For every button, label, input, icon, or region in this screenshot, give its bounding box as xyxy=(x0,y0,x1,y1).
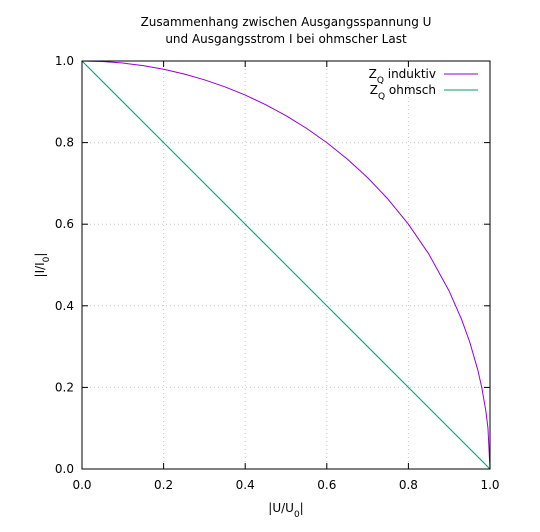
y-tick-label: 0.2 xyxy=(55,380,74,394)
series-layer xyxy=(81,60,491,470)
series-line-ohmsch xyxy=(81,60,491,470)
y-axis-label: |I/I0| xyxy=(33,253,52,278)
y-tick-label: 0.8 xyxy=(55,136,74,150)
x-axis-label: |U/U0| xyxy=(268,501,303,520)
series-line-induktiv xyxy=(81,60,491,470)
chart-title-line-1: Zusammenhang zwischen Ausgangsspannung U xyxy=(141,15,432,29)
axis-ticks: 0.0 0.2 0.4 0.6 0.8 1.0 0.0 0.2 0.4 0.6 0.8 1.0 xyxy=(55,54,500,492)
y-tick-label: 0.4 xyxy=(55,299,74,313)
plot-frame xyxy=(81,60,491,470)
x-tick-label: 0.2 xyxy=(154,478,173,492)
y-tick-label: 1.0 xyxy=(55,54,74,68)
y-tick-label: 0.0 xyxy=(55,462,74,476)
grid xyxy=(82,61,490,469)
y-tick-label: 0.6 xyxy=(55,217,74,231)
x-tick-label: 1.0 xyxy=(480,478,499,492)
x-tick-label: 0.4 xyxy=(236,478,255,492)
legend-label: ZQ induktiv xyxy=(369,67,436,86)
chart-title: Zusammenhang zwischen Ausgangsspannung U… xyxy=(141,15,432,46)
x-tick-label: 0.0 xyxy=(72,478,91,492)
legend-label: ZQ ohmsch xyxy=(370,83,436,102)
x-tick-label: 0.8 xyxy=(399,478,418,492)
x-tick-label: 0.6 xyxy=(317,478,336,492)
chart-title-line-2: und Ausgangsstrom I bei ohmscher Last xyxy=(165,32,407,46)
